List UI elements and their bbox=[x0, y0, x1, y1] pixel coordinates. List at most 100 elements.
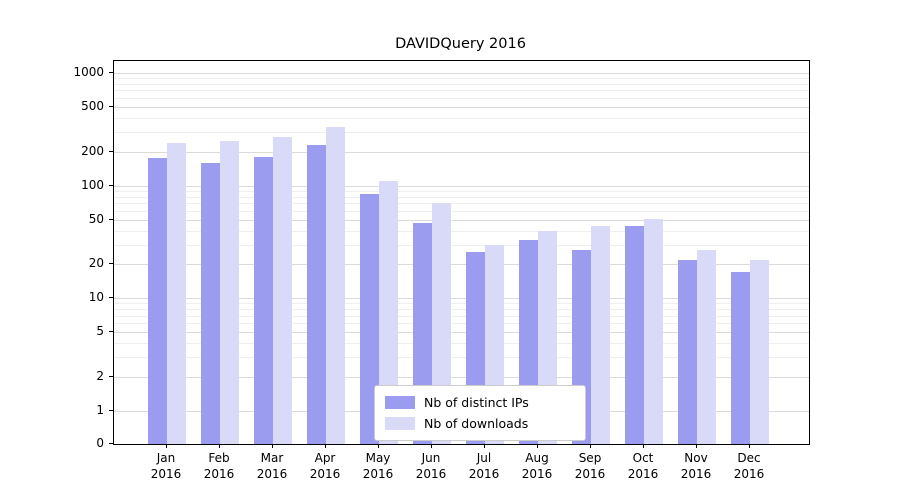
bar-distinct-ips-may bbox=[360, 193, 379, 444]
y-tick-mark bbox=[109, 263, 113, 265]
x-tick-label: Aug 2016 bbox=[521, 451, 553, 481]
y-tick-mark bbox=[109, 331, 113, 333]
minor-gridline bbox=[114, 309, 809, 311]
y-tick-mark bbox=[109, 150, 113, 152]
y-tick-label: 10 bbox=[88, 290, 104, 305]
x-tick-label: Sep 2016 bbox=[574, 451, 606, 481]
major-gridline bbox=[114, 377, 809, 379]
major-gridline bbox=[114, 264, 809, 266]
x-tick-label: Oct 2016 bbox=[627, 451, 659, 481]
x-tick-mark bbox=[325, 444, 326, 448]
minor-gridline bbox=[114, 196, 809, 198]
major-gridline bbox=[114, 106, 809, 108]
x-tick-label: Jun 2016 bbox=[415, 451, 447, 481]
minor-gridline bbox=[114, 343, 809, 345]
bar-downloads-oct bbox=[644, 218, 663, 444]
bar-downloads-nov bbox=[697, 249, 716, 444]
y-tick-label: 0 bbox=[96, 436, 104, 450]
major-gridline bbox=[114, 219, 809, 221]
y-tick-mark bbox=[109, 72, 113, 73]
x-tick-label: Jan 2016 bbox=[150, 451, 182, 481]
y-tick-label: 50 bbox=[88, 211, 104, 226]
y-tick-mark bbox=[109, 443, 113, 444]
major-gridline bbox=[114, 151, 809, 153]
minor-gridline bbox=[114, 90, 809, 92]
x-tick-mark bbox=[590, 444, 591, 448]
y-tick-label: 200 bbox=[81, 143, 104, 158]
x-tick-mark bbox=[166, 444, 167, 448]
legend: Nb of distinct IPs Nb of downloads bbox=[374, 385, 586, 441]
major-gridline bbox=[114, 298, 809, 300]
bar-downloads-mar bbox=[273, 137, 292, 444]
x-tick-label: Apr 2016 bbox=[309, 451, 341, 481]
x-tick-mark bbox=[537, 444, 538, 448]
bar-downloads-jun bbox=[432, 203, 451, 444]
major-gridline bbox=[114, 185, 809, 187]
minor-gridline bbox=[114, 315, 809, 317]
minor-gridline bbox=[114, 97, 809, 99]
y-tick-label: 1000 bbox=[73, 65, 104, 79]
y-tick-mark bbox=[109, 297, 113, 299]
bar-downloads-sep bbox=[591, 225, 610, 444]
x-tick-label: Nov 2016 bbox=[680, 451, 712, 481]
x-tick-label: Mar 2016 bbox=[256, 451, 288, 481]
minor-gridline bbox=[114, 303, 809, 305]
legend-swatch-downloads bbox=[385, 417, 415, 430]
x-tick-mark bbox=[484, 444, 485, 448]
x-tick-mark bbox=[219, 444, 220, 448]
legend-label-downloads: Nb of downloads bbox=[424, 416, 529, 431]
bar-distinct-ips-dec bbox=[731, 272, 750, 444]
y-tick-label: 5 bbox=[96, 324, 104, 339]
x-tick-label: Feb 2016 bbox=[203, 451, 235, 481]
bar-distinct-ips-feb bbox=[201, 162, 220, 444]
minor-gridline bbox=[114, 131, 809, 133]
x-tick-label: Dec 2016 bbox=[733, 451, 765, 481]
legend-label-distinct-ips: Nb of distinct IPs bbox=[424, 395, 529, 410]
minor-gridline bbox=[114, 117, 809, 119]
major-gridline bbox=[114, 73, 809, 74]
legend-swatch-distinct-ips bbox=[385, 396, 415, 409]
y-tick-label: 2 bbox=[96, 369, 104, 384]
y-tick-label: 1 bbox=[96, 403, 104, 417]
y-tick-label: 500 bbox=[81, 98, 104, 113]
bar-downloads-jan bbox=[167, 142, 186, 444]
x-tick-mark bbox=[643, 444, 644, 448]
x-tick-mark bbox=[431, 444, 432, 448]
minor-gridline bbox=[114, 83, 809, 85]
minor-gridline bbox=[114, 203, 809, 205]
x-tick-mark bbox=[378, 444, 379, 448]
bar-downloads-dec bbox=[750, 259, 769, 444]
minor-gridline bbox=[114, 190, 809, 192]
bar-downloads-feb bbox=[220, 140, 239, 444]
plot-area: Nb of distinct IPs Nb of downloads bbox=[113, 60, 810, 445]
bar-distinct-ips-oct bbox=[625, 225, 644, 444]
minor-gridline bbox=[114, 230, 809, 232]
x-tick-mark bbox=[272, 444, 273, 448]
y-tick-mark bbox=[109, 184, 113, 186]
bar-distinct-ips-apr bbox=[307, 144, 326, 444]
bar-distinct-ips-jan bbox=[148, 158, 167, 444]
minor-gridline bbox=[114, 210, 809, 212]
chart-title: DAVIDQuery 2016 bbox=[395, 36, 526, 52]
y-tick-mark bbox=[109, 376, 113, 378]
minor-gridline bbox=[114, 244, 809, 246]
y-tick-label: 100 bbox=[81, 177, 104, 192]
bar-distinct-ips-mar bbox=[254, 157, 273, 444]
minor-gridline bbox=[114, 323, 809, 325]
bar-downloads-apr bbox=[326, 127, 345, 444]
y-tick-mark bbox=[109, 105, 113, 107]
legend-entry-downloads: Nb of downloads bbox=[385, 413, 575, 434]
x-tick-label: Jul 2016 bbox=[468, 451, 500, 481]
legend-entry-distinct-ips: Nb of distinct IPs bbox=[385, 392, 575, 413]
x-tick-label: May 2016 bbox=[362, 451, 394, 481]
minor-gridline bbox=[114, 78, 809, 80]
x-tick-mark bbox=[696, 444, 697, 448]
major-gridline bbox=[114, 332, 809, 334]
y-tick-mark bbox=[109, 218, 113, 220]
y-tick-label: 20 bbox=[88, 256, 104, 271]
minor-gridline bbox=[114, 357, 809, 359]
x-tick-mark bbox=[749, 444, 750, 448]
bar-distinct-ips-nov bbox=[678, 259, 697, 444]
bar-downloads-may bbox=[379, 181, 398, 444]
